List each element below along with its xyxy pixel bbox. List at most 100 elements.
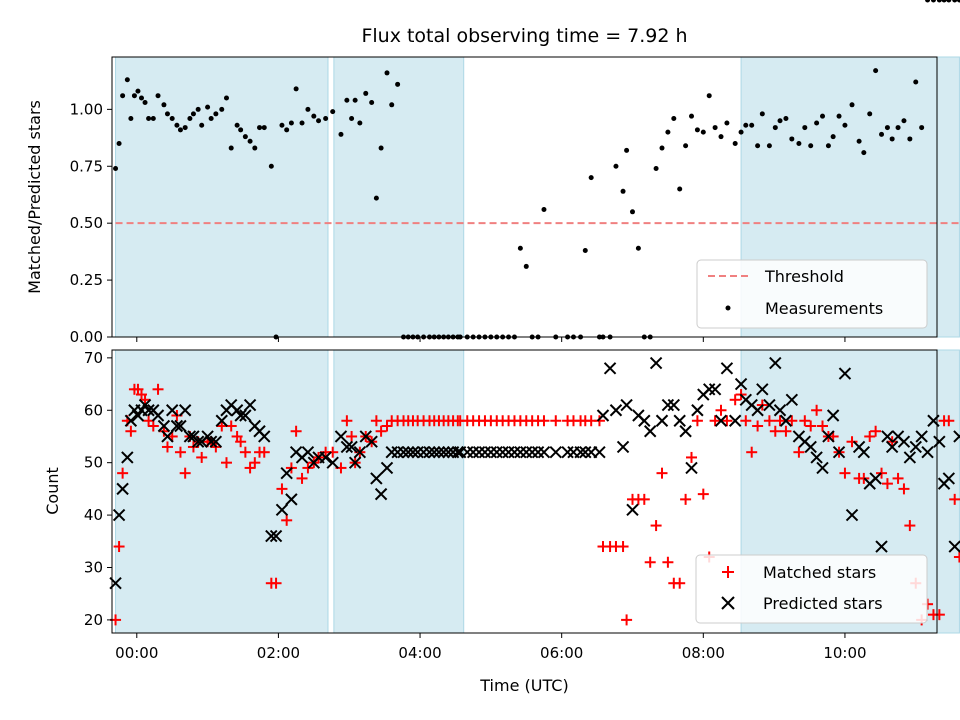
predicted-star-point <box>948 540 960 553</box>
predicted-star-point <box>397 445 410 459</box>
predicted-star-point <box>215 414 228 427</box>
top-x-ticks <box>136 337 846 342</box>
measurement-point <box>252 145 258 151</box>
matched-star-point <box>780 425 792 437</box>
measurement-point <box>901 118 907 124</box>
matched-star-point <box>244 462 256 474</box>
top-y-tick-label: 1.00 <box>70 100 103 118</box>
matched-star-point <box>290 425 302 437</box>
matched-star-point <box>898 483 910 495</box>
predicted-star-point <box>779 414 793 427</box>
measurement-point <box>208 115 214 121</box>
measurement-point <box>629 209 635 215</box>
measurement-point <box>907 136 913 142</box>
predicted-star-point <box>334 430 348 443</box>
predicted-star-point <box>661 398 675 412</box>
matched-star-point <box>715 404 727 416</box>
predicted-star-point <box>921 445 934 459</box>
measurement-point <box>190 111 196 117</box>
predicted-star-point <box>265 529 278 543</box>
measurement-point <box>199 122 205 128</box>
measurement-point <box>150 115 156 121</box>
predicted-star-point <box>174 419 187 433</box>
matched-star-point <box>370 415 382 427</box>
measurement-point <box>288 120 294 126</box>
matched-star-point <box>793 446 805 458</box>
top-y-axis-label: Matched/Predicted stars <box>25 100 44 294</box>
predicted-star-point <box>514 445 527 459</box>
predicted-star-point <box>810 451 823 464</box>
legend-matched-label: Matched stars <box>763 563 876 582</box>
measurement-point <box>930 0 936 3</box>
measurement-point <box>724 120 730 126</box>
predicted-star-point <box>933 435 946 448</box>
measurement-point <box>743 122 749 128</box>
matched-star-point <box>239 446 251 458</box>
matched-star-point <box>644 556 656 568</box>
measurement-point <box>242 134 248 140</box>
measurement-point <box>952 0 958 3</box>
predicted-star-point <box>204 435 218 448</box>
predicted-star-point <box>348 456 362 469</box>
matched-star-point <box>904 520 916 532</box>
predicted-star-point <box>616 440 630 454</box>
matched-star-point <box>270 577 282 589</box>
bottom-x-tick-label: 00:00 <box>115 644 158 662</box>
measurement-point <box>683 143 689 149</box>
matched-stars-points <box>110 383 960 626</box>
predicted-star-point <box>157 419 171 433</box>
measurement-point <box>856 138 862 144</box>
predicted-star-point <box>667 398 681 412</box>
measurement-point <box>884 125 890 131</box>
matched-star-point <box>805 420 817 432</box>
measurement-point <box>213 111 219 117</box>
matched-star-point <box>799 415 811 427</box>
measurement-point <box>284 127 290 133</box>
predicted-star-point <box>638 414 651 427</box>
predicted-star-point <box>832 445 846 459</box>
legend-matched-swatch <box>722 566 734 578</box>
measurement-point <box>772 125 778 131</box>
matched-star-point <box>686 451 698 463</box>
predicted-star-point <box>531 445 545 459</box>
measurement-point <box>161 102 167 108</box>
measurement-point <box>925 0 931 3</box>
matched-star-point <box>235 436 247 448</box>
predicted-star-point <box>496 445 509 459</box>
predicted-star-point <box>417 445 430 459</box>
measurement-point <box>849 102 855 108</box>
measurement-point <box>635 245 641 251</box>
measurement-point <box>671 115 677 121</box>
matched-star-point <box>674 577 686 589</box>
bottom-y-ticks: 20 30 40 50 60 70 <box>84 349 112 629</box>
bottom-axes-frame <box>111 349 938 634</box>
measurement-point <box>124 77 130 83</box>
matched-star-point <box>225 420 237 432</box>
predicted-star-point <box>391 445 404 459</box>
matched-star-point <box>125 425 137 437</box>
measurement-point <box>700 129 706 135</box>
matched-star-point <box>152 383 164 395</box>
predicted-star-point <box>579 445 592 459</box>
measurement-point <box>238 127 244 133</box>
bottom-y-tick-label: 40 <box>84 506 103 524</box>
measurement-point <box>861 150 867 156</box>
measurement-point <box>234 122 240 128</box>
bottom-x-tick-label: 02:00 <box>257 644 300 662</box>
measurement-point <box>247 138 253 144</box>
legend-predicted-label: Predicted stars <box>763 594 883 613</box>
measurement-points <box>113 0 960 340</box>
matched-star-point <box>943 415 955 427</box>
predicted-star-point <box>508 445 521 459</box>
measurement-point <box>169 115 175 121</box>
matched-star-point <box>680 493 692 505</box>
matched-star-point <box>538 415 550 427</box>
predicted-star-point <box>380 461 394 475</box>
top-y-tick-label: 0.75 <box>70 157 103 175</box>
predicted-star-point <box>365 435 378 448</box>
measurement-point <box>712 125 718 131</box>
predicted-star-point <box>170 419 184 433</box>
matched-star-point <box>839 467 851 479</box>
predicted-star-point <box>490 445 503 459</box>
